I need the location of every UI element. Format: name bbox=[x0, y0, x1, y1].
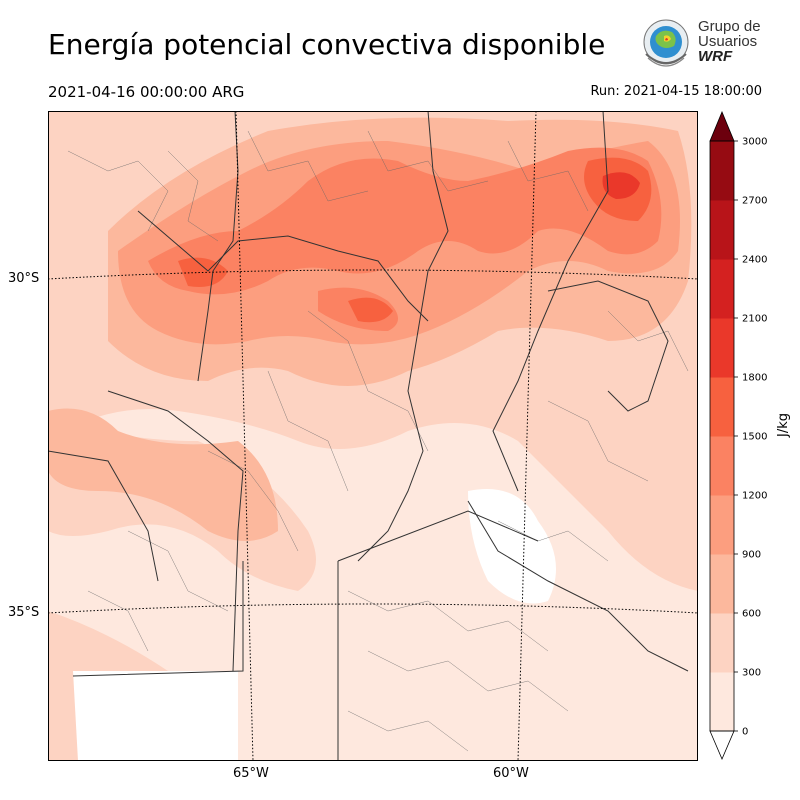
colorbar-segment-1500 bbox=[710, 377, 734, 437]
colorbar-blocks bbox=[709, 111, 735, 761]
colorbar-segment-900 bbox=[710, 495, 734, 555]
colorbar-tick-label-1500: 1500 bbox=[742, 432, 767, 443]
lon-label-60w: 60°W bbox=[493, 766, 529, 781]
logo-line1: Grupo de bbox=[698, 18, 761, 35]
colorbar-tick-label-2400: 2400 bbox=[742, 255, 767, 266]
colorbar-tick-label-900: 900 bbox=[742, 550, 761, 561]
colorbar-tick-label-0: 0 bbox=[742, 727, 748, 738]
colorbar-tick-label-2100: 2100 bbox=[742, 314, 767, 325]
colorbar-segment-1200 bbox=[710, 436, 734, 496]
graticule-lines bbox=[48, 111, 698, 761]
department-borders bbox=[67, 130, 689, 752]
logo-text: Grupo de Usuarios WRF bbox=[698, 19, 761, 64]
colorbar-segment-2100 bbox=[710, 259, 734, 319]
page-title: Energía potencial convectiva disponible bbox=[48, 28, 606, 61]
valid-time: 2021-04-16 00:00:00 ARG bbox=[48, 83, 245, 101]
colorbar-segment-300 bbox=[710, 613, 734, 673]
colorbar-tick-label-1800: 1800 bbox=[742, 373, 767, 384]
run-time: Run: 2021-04-15 18:00:00 bbox=[590, 84, 762, 99]
wrf-users-logo: Grupo de Usuarios WRF bbox=[636, 14, 766, 74]
colorbar-tick-label-600: 600 bbox=[742, 609, 761, 620]
logo-line2: Usuarios bbox=[698, 33, 758, 50]
cape-map bbox=[48, 111, 698, 761]
lat-label-35s: 35°S bbox=[8, 605, 40, 620]
globe-logo-icon bbox=[643, 19, 689, 67]
colorbar-segment-1800 bbox=[710, 318, 734, 378]
province-borders bbox=[48, 111, 689, 761]
colorbar: 0 300 600 900 1200 1500 1800 2100 2400 2700 3000 bbox=[709, 111, 767, 761]
colorbar-ticks: 0 300 600 900 1200 1500 1800 2100 2400 2700 3000 bbox=[734, 137, 767, 738]
colorbar-tick-label-3000: 3000 bbox=[742, 137, 767, 148]
lon-label-65w: 65°W bbox=[233, 766, 269, 781]
colorbar-segment-2700 bbox=[710, 141, 734, 201]
colorbar-extend-top bbox=[709, 111, 735, 142]
colorbar-segment-600 bbox=[710, 554, 734, 614]
colorbar-tick-label-2700: 2700 bbox=[742, 196, 767, 207]
colorbar-segment-0 bbox=[710, 672, 734, 732]
colorbar-extend-bottom bbox=[709, 730, 735, 761]
colorbar-tick-label-300: 300 bbox=[742, 668, 761, 679]
logo-line3: WRF bbox=[698, 48, 733, 65]
weather-map-field bbox=[48, 111, 698, 761]
colorbar-unit: J/kg bbox=[776, 413, 791, 437]
colorbar-tick-label-1200: 1200 bbox=[742, 491, 767, 502]
lat-label-30s: 30°S bbox=[8, 271, 40, 286]
colorbar-segment-2400 bbox=[710, 200, 734, 260]
